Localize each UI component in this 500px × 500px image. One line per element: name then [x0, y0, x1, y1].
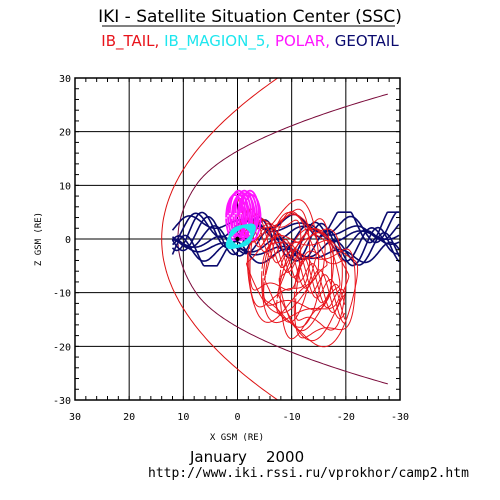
x-tick-label: -20	[337, 412, 355, 423]
ib-tail-orbit	[278, 232, 341, 332]
legend-sep-3: ,	[325, 32, 330, 50]
x-tick-label: 30	[69, 412, 81, 423]
x-tick-label: 0	[234, 412, 240, 423]
legend-geotail: GEOTAIL	[335, 32, 400, 50]
legend-sep-2: ,	[265, 32, 270, 50]
y-tick-label: 10	[59, 181, 71, 192]
orbits	[161, 78, 400, 400]
y-axis-label: Z GSM (RE)	[34, 212, 44, 266]
ib-tail-orbit	[279, 218, 333, 340]
magion-5-orbit	[225, 223, 256, 250]
ib-tail-orbit	[261, 228, 343, 324]
legend: IB_TAIL, IB_MAGION_5, POLAR, GEOTAIL	[101, 32, 399, 51]
legend-ib-magion-5: IB_MAGION_5	[164, 32, 265, 51]
polar-orbit	[242, 194, 262, 241]
legend-polar: POLAR	[275, 32, 325, 50]
footer-date: January 2000	[189, 448, 304, 466]
ib-tail-orbit	[295, 250, 347, 331]
x-axis-label: X GSM (RE)	[210, 433, 264, 443]
ib-tail-orbit	[277, 228, 350, 342]
bow-shock-curve	[161, 78, 279, 400]
x-tick-label: -30	[391, 412, 409, 423]
plot-area: 30 20 10 0 -10 -20 -30 30 20 10 0 -10 -20 -30	[53, 74, 409, 423]
y-tick-label: -10	[53, 289, 71, 300]
ib-tail-orbit	[263, 212, 326, 328]
ib-tail-orbit	[276, 227, 359, 348]
ticks: 30 20 10 0 -10 -20 -30 30 20 10 0 -10 -20 -30	[53, 74, 409, 423]
y-tick-label: 0	[65, 235, 71, 246]
x-tick-label: -10	[283, 412, 301, 423]
ib-tail-orbit	[293, 248, 356, 339]
ib-tail-orbit	[237, 197, 346, 309]
earth-marker	[235, 236, 240, 242]
x-tick-label: 20	[123, 412, 135, 423]
y-tick-label: 20	[59, 128, 71, 139]
geotail-orbit	[171, 211, 400, 244]
footer-url: http://www.iki.rssi.ru/vprokhor/camp2.ht…	[148, 466, 469, 481]
geotail-orbit	[172, 211, 400, 246]
x-tick-label: 10	[177, 412, 189, 423]
legend-ib-tail: IB_TAIL	[101, 32, 155, 51]
y-tick-label: -30	[53, 396, 71, 407]
y-tick-label: -20	[53, 342, 71, 353]
legend-sep-1: ,	[155, 32, 160, 50]
y-tick-label: 30	[59, 74, 71, 85]
chart-title: IKI - Satellite Situation Center (SSC)	[98, 7, 402, 27]
ib-tail-orbit	[237, 197, 346, 305]
